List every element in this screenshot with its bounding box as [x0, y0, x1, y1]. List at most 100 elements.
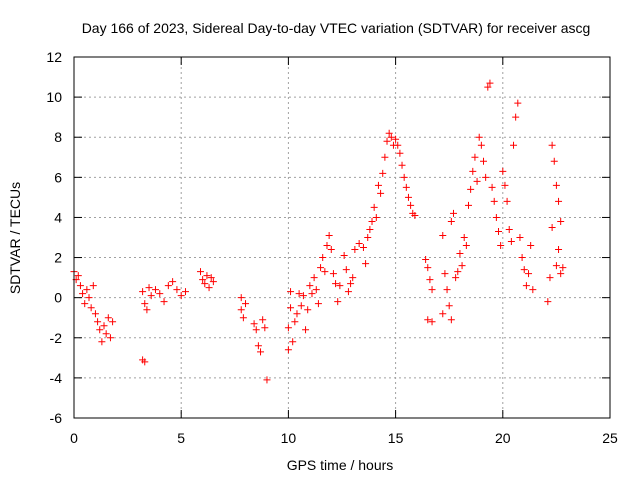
x-tick-label: 0 — [70, 430, 78, 446]
data-point — [81, 300, 89, 308]
data-point — [287, 288, 295, 296]
data-point — [372, 213, 380, 221]
data-point — [295, 290, 303, 298]
data-point — [102, 330, 110, 338]
data-point — [411, 211, 419, 219]
data-point — [499, 167, 507, 175]
data-point — [141, 358, 149, 366]
data-point — [507, 238, 515, 246]
data-point — [304, 306, 312, 314]
data-point — [396, 149, 404, 157]
data-point — [557, 270, 565, 278]
data-point — [441, 270, 449, 278]
data-point — [439, 231, 447, 239]
data-point — [141, 300, 149, 308]
x-tick-label: 15 — [388, 430, 404, 446]
y-tick-label: 12 — [46, 49, 62, 65]
data-point — [385, 129, 393, 137]
data-point — [96, 326, 104, 334]
data-point — [323, 242, 331, 250]
data-point — [480, 157, 488, 165]
data-point — [139, 288, 147, 296]
data-point — [79, 290, 87, 298]
y-tick-label: 4 — [54, 209, 62, 225]
data-point — [404, 193, 412, 201]
data-point — [100, 322, 108, 330]
y-tick-label: 10 — [46, 89, 62, 105]
y-tick-label: 6 — [54, 169, 62, 185]
data-point — [319, 254, 327, 262]
data-point — [548, 223, 556, 231]
data-point — [342, 266, 350, 274]
y-tick-label: 0 — [54, 290, 62, 306]
data-point — [469, 167, 477, 175]
x-tick-label: 5 — [177, 430, 185, 446]
data-point — [362, 260, 370, 268]
axis-ticks: 0 5 10 15 20 25 -6 -4 -2 0 2 4 6 8 10 12 — [46, 49, 618, 446]
data-point — [368, 217, 376, 225]
data-point — [383, 137, 391, 145]
data-point — [449, 209, 457, 217]
data-point — [516, 234, 524, 241]
y-tick-label: 8 — [54, 129, 62, 145]
x-tick-label: 25 — [602, 430, 618, 446]
data-point — [529, 286, 537, 294]
data-point — [344, 288, 352, 296]
data-point — [83, 286, 91, 294]
data-point — [340, 252, 348, 260]
data-point — [284, 346, 292, 354]
data-point — [552, 262, 560, 270]
y-tick-label: -4 — [50, 370, 63, 386]
data-point — [332, 280, 340, 288]
data-point — [514, 99, 522, 107]
data-point — [495, 227, 503, 235]
data-point — [349, 274, 357, 282]
data-point — [482, 173, 490, 181]
data-point — [289, 338, 297, 346]
data-point — [299, 292, 307, 300]
data-point — [555, 246, 563, 254]
data-point — [387, 133, 395, 141]
data-point — [147, 292, 155, 300]
data-point — [557, 217, 565, 225]
data-point — [329, 270, 337, 278]
data-point — [447, 217, 455, 225]
plot-frame — [73, 56, 611, 419]
data-point — [207, 274, 215, 282]
data-point — [359, 244, 367, 252]
data-point — [400, 173, 408, 181]
data-point — [177, 292, 185, 300]
data-point — [321, 268, 329, 276]
data-point — [428, 286, 436, 294]
data-point — [527, 242, 535, 250]
data-point — [488, 183, 496, 191]
data-point — [87, 304, 95, 312]
data-point — [492, 213, 500, 221]
data-point — [422, 256, 430, 264]
data-point — [454, 268, 462, 276]
y-tick-label: -6 — [50, 410, 63, 426]
data-point — [287, 304, 295, 312]
data-point — [76, 282, 84, 290]
data-point — [407, 201, 415, 209]
data-point — [143, 306, 151, 314]
data-point — [503, 197, 511, 205]
y-tick-label: 2 — [54, 250, 62, 266]
data-point — [327, 246, 335, 254]
data-point — [379, 169, 387, 177]
x-tick-label: 20 — [495, 430, 511, 446]
data-point — [242, 300, 250, 308]
data-point — [544, 298, 552, 306]
data-point — [559, 264, 567, 272]
data-point — [471, 153, 479, 161]
data-point — [525, 270, 533, 278]
grid — [74, 57, 610, 418]
data-point — [548, 141, 556, 149]
data-point — [263, 376, 271, 384]
data-point — [257, 348, 265, 356]
data-point — [355, 240, 363, 248]
data-point — [377, 189, 385, 197]
chart-title: Day 166 of 2023, Sidereal Day-to-day VTE… — [82, 20, 591, 36]
data-point — [467, 185, 475, 193]
